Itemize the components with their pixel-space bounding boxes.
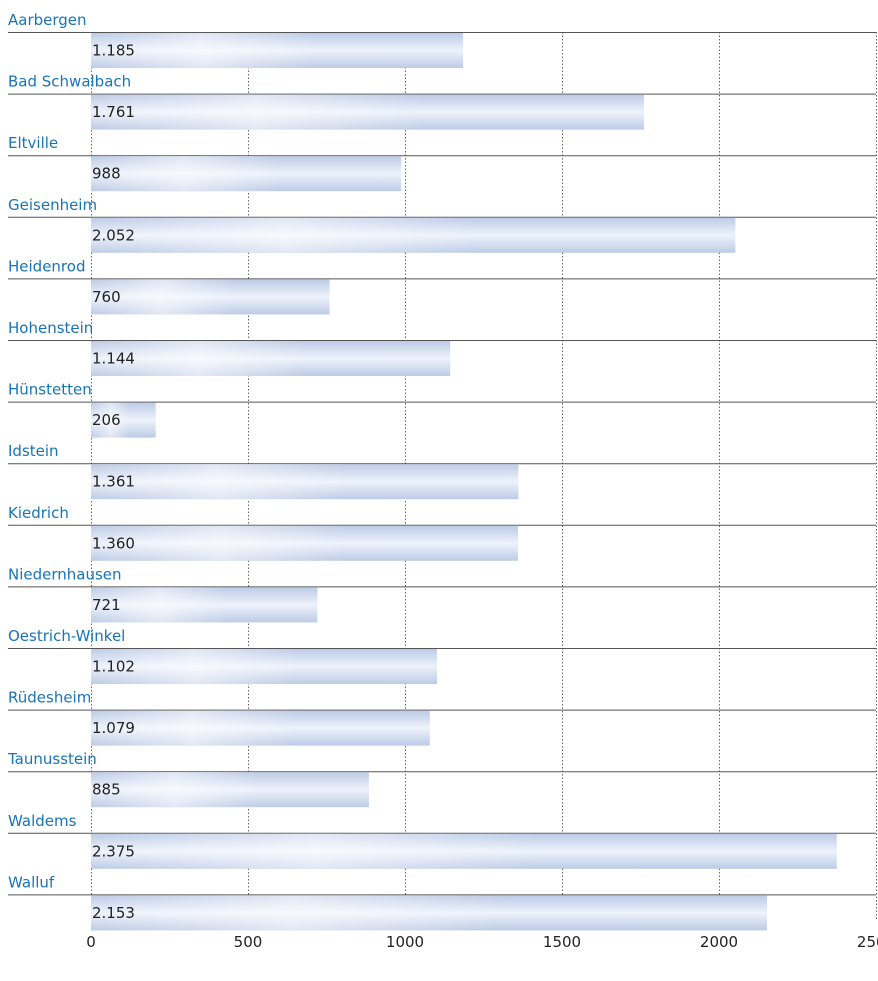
x-tick-label: 2000 — [700, 933, 738, 951]
value-label: 1.079 — [92, 719, 135, 737]
bar-group — [91, 341, 451, 376]
bar-highlight — [91, 772, 369, 808]
value-label: 2.375 — [92, 842, 135, 860]
bar-group — [91, 279, 330, 315]
value-label: 206 — [92, 411, 121, 429]
category-label: Geisenheim — [8, 196, 97, 214]
bar-highlight — [91, 710, 430, 746]
bar-highlight — [91, 464, 519, 500]
value-label: 2.153 — [92, 904, 135, 922]
bar-group — [91, 772, 369, 808]
bar-group — [91, 587, 318, 623]
value-label: 1.144 — [92, 350, 135, 368]
category-label: Rüdesheim — [8, 689, 91, 707]
category-label: Walluf — [8, 873, 55, 891]
bar-highlight — [91, 33, 464, 68]
bar-group — [91, 402, 156, 438]
bar-highlight — [91, 402, 156, 438]
value-label: 721 — [92, 596, 121, 614]
x-axis-ticks: 0 500 1000 1500 2000 2500 — [86, 933, 878, 951]
bar-group — [91, 156, 402, 192]
bar-highlight — [91, 895, 768, 931]
row-separators — [8, 32, 876, 896]
x-tick-label: 2500 — [857, 933, 878, 951]
labels: Aarbergen 1.185 Bad Schwalbach 1.761 Eltvill… — [7, 11, 135, 922]
category-label: Aarbergen — [8, 11, 87, 29]
bar-highlight — [91, 649, 438, 684]
value-label: 1.361 — [92, 473, 135, 491]
category-label: Heidenrod — [8, 257, 85, 275]
bar-group — [91, 895, 768, 931]
bar-group — [91, 33, 464, 68]
x-tick-label: 1000 — [386, 933, 424, 951]
bar-group — [91, 833, 837, 869]
value-label: 885 — [92, 781, 121, 799]
bar-group — [91, 710, 430, 746]
category-label: Waldems — [8, 812, 77, 830]
category-label: Niedernhausen — [8, 565, 122, 583]
value-label: 1.360 — [92, 534, 135, 552]
bar-highlight — [91, 587, 318, 623]
bar-highlight — [91, 279, 330, 315]
category-label: Eltville — [8, 134, 58, 152]
category-label: Taunusstein — [7, 750, 97, 768]
bar-highlight — [91, 833, 837, 869]
value-label: 988 — [92, 165, 121, 183]
bar-highlight — [91, 94, 644, 130]
bar-group — [91, 94, 644, 130]
category-label: Bad Schwalbach — [8, 73, 131, 91]
value-label: 2.052 — [92, 226, 135, 244]
value-label: 1.761 — [92, 103, 135, 121]
bar-highlight — [91, 341, 451, 376]
bar-group — [91, 525, 519, 561]
category-label: Hohenstein — [8, 319, 93, 337]
x-tick-label: 500 — [234, 933, 263, 951]
x-tick-label: 0 — [86, 933, 96, 951]
bar-group — [91, 649, 438, 684]
bar-group — [91, 464, 519, 500]
value-label: 760 — [92, 288, 121, 306]
category-label: Kiedrich — [8, 504, 69, 522]
bar-group — [91, 217, 736, 253]
bar-highlight — [91, 156, 402, 192]
value-label: 1.102 — [92, 658, 135, 676]
x-tick-label: 1500 — [543, 933, 581, 951]
bar-highlight — [91, 217, 736, 253]
category-label: Oestrich-Winkel — [8, 627, 125, 645]
value-label: 1.185 — [92, 42, 135, 60]
bars — [91, 33, 837, 931]
bar-highlight — [91, 525, 519, 561]
category-label: Idstein — [8, 442, 59, 460]
category-label: Hünstetten — [8, 381, 92, 399]
